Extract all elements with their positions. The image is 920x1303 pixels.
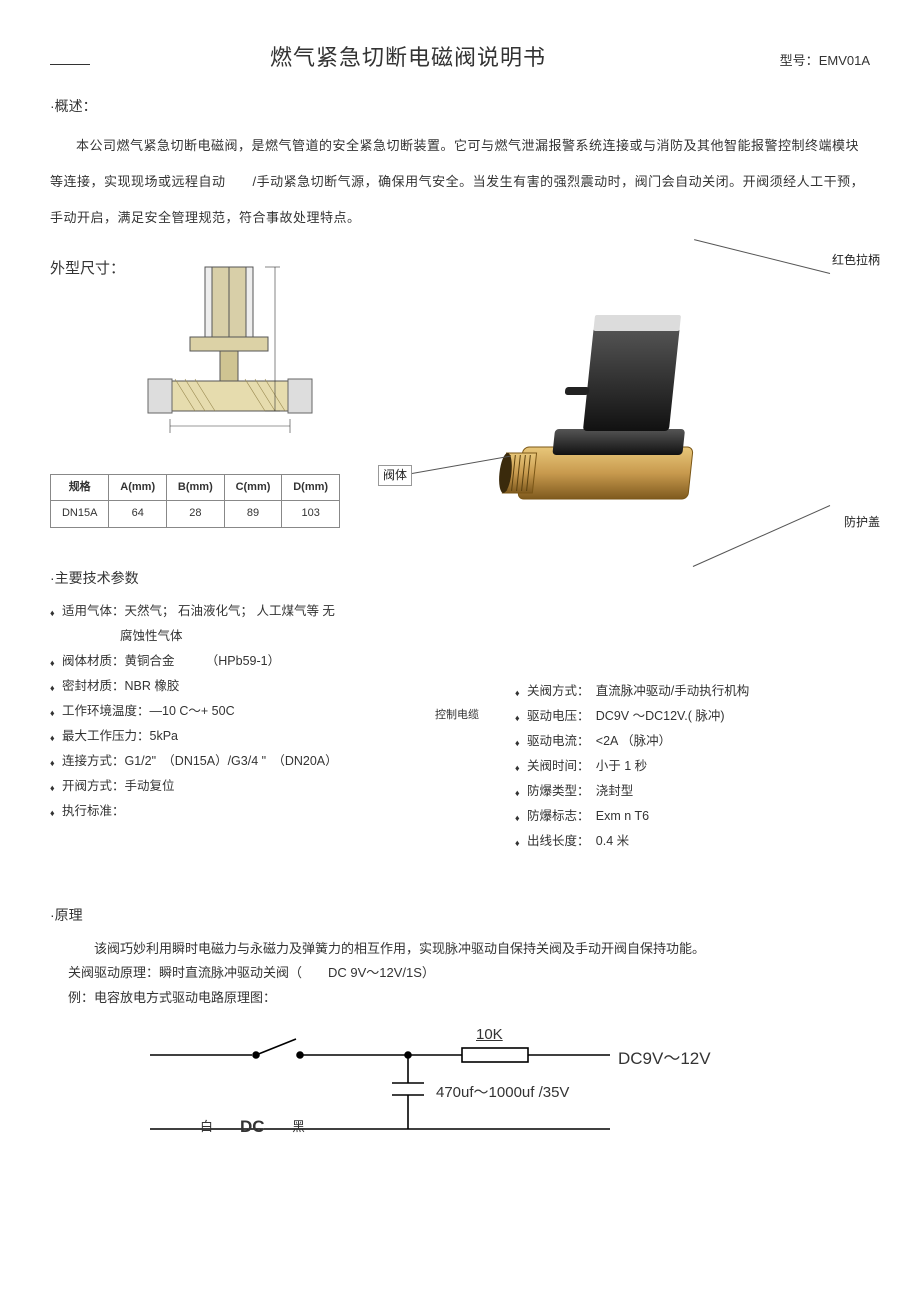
list-item: 阀体材质：黄铜合金 （HPb59-1）	[50, 649, 405, 674]
wire-white-label: 白	[200, 1117, 213, 1138]
param-value: DC9V ～DC12V.( 脉冲)	[596, 709, 725, 723]
list-item: 最大工作压力：5kPa	[50, 724, 405, 749]
param-label: 出线长度：	[527, 834, 583, 848]
overview-body: 本公司燃气紧急切断电磁阀，是燃气管道的安全紧急切断装置。它可与燃气泄漏报警系统连…	[50, 128, 870, 237]
callout-cover: 防护盖	[844, 513, 880, 532]
callout-line	[694, 239, 830, 274]
page-title: 燃气紧急切断电磁阀说明书	[180, 40, 780, 75]
model-number: 型号：EMV01A	[780, 51, 870, 72]
dc-label: DC	[240, 1113, 265, 1140]
params-right-list: 关阀方式： 直流脉冲驱动/手动执行机构 驱动电压： DC9V ～DC12V.( …	[515, 679, 870, 854]
params-left-list: 适用气体：天然气； 石油液化气； 人工煤气等 无 腐蚀性气体 阀体材质：黄铜合金…	[50, 599, 405, 824]
param-value: 0.4 米	[596, 834, 629, 848]
param-label: 关阀方式：	[527, 684, 583, 698]
params-heading: ·主要技术参数	[50, 567, 870, 589]
list-item: 驱动电流： <2A （脉冲）	[515, 729, 870, 754]
list-item: 腐蚀性气体	[50, 624, 405, 649]
td-d: 103	[282, 501, 340, 528]
param-value: 直流脉冲驱动/手动执行机构	[596, 684, 749, 698]
resistor-label: 10K	[476, 1023, 503, 1047]
th-d: D(mm)	[282, 474, 340, 501]
param-value: Exm n T6	[596, 809, 649, 823]
param-label: 驱动电压：	[527, 709, 583, 723]
param-label: 关阀时间：	[527, 759, 583, 773]
th-b: B(mm)	[167, 474, 225, 501]
table-row: DN15A 64 28 89 103	[51, 501, 340, 528]
callout-body: 阀体	[378, 465, 412, 486]
list-item: 适用气体：天然气； 石油液化气； 人工煤气等 无	[50, 599, 405, 624]
header: 燃气紧急切断电磁阀说明书 型号：EMV01A	[50, 40, 870, 75]
list-item: 出线长度： 0.4 米	[515, 829, 870, 854]
params-right-col: 关阀方式： 直流脉冲驱动/手动执行机构 驱动电压： DC9V ～DC12V.( …	[515, 679, 870, 854]
principle-p1: 该阀巧妙利用瞬时电磁力与永磁力及弹簧力的相互作用，实现脉冲驱动自保持关阀及手动开…	[68, 937, 870, 962]
dimensions-table: 规格 A(mm) B(mm) C(mm) D(mm) DN15A 64 28 8…	[50, 474, 340, 528]
voltage-label: DC9V～12V	[618, 1045, 711, 1072]
param-label: 防爆类型：	[527, 784, 583, 798]
list-item: 驱动电压： DC9V ～DC12V.( 脉冲)	[515, 704, 870, 729]
param-label: 防爆标志：	[527, 809, 583, 823]
list-item: 连接方式：G1/2" （DN15A）/G3/4 " （DN20A）	[50, 749, 405, 774]
param-value: 浇封型	[596, 784, 634, 798]
principle-p3: 例：电容放电方式驱动电路原理图：	[68, 986, 870, 1011]
principle-heading: ·原理	[50, 904, 870, 926]
list-item: 关阀时间： 小于 1 秒	[515, 754, 870, 779]
th-c: C(mm)	[224, 474, 282, 501]
principle-section: ·原理 该阀巧妙利用瞬时电磁力与永磁力及弹簧力的相互作用，实现脉冲驱动自保持关阀…	[50, 904, 870, 1134]
th-spec: 规格	[51, 474, 109, 501]
param-label: 驱动电流：	[527, 734, 583, 748]
circuit-diagram: 10K DC9V～12V 470uf～1000uf /35V 白 DC 黑	[140, 1025, 740, 1135]
callout-handle: 红色拉柄	[832, 251, 880, 270]
list-item: 防爆标志： Exm n T6	[515, 804, 870, 829]
params-left-col: 适用气体：天然气； 石油液化气； 人工煤气等 无 腐蚀性气体 阀体材质：黄铜合金…	[50, 599, 405, 854]
model-label: 型号：	[780, 53, 819, 68]
wire-black-label: 黑	[292, 1117, 305, 1138]
td-b: 28	[167, 501, 225, 528]
product-photo-icon	[480, 287, 750, 527]
mid-label: 控制电缆	[435, 707, 485, 725]
capacitor-label: 470uf～1000uf /35V	[436, 1081, 569, 1105]
header-underline	[50, 64, 90, 65]
td-spec: DN15A	[51, 501, 109, 528]
table-row: 规格 A(mm) B(mm) C(mm) D(mm)	[51, 474, 340, 501]
list-item: 开阀方式：手动复位	[50, 774, 405, 799]
list-item: 工作环境温度：—10 C～+ 50C	[50, 699, 405, 724]
model-value: EMV01A	[819, 53, 870, 68]
td-c: 89	[224, 501, 282, 528]
circuit-icon	[140, 1025, 740, 1135]
schematic-drawing-icon	[120, 261, 340, 461]
params-section: 适用气体：天然气； 石油液化气； 人工煤气等 无 腐蚀性气体 阀体材质：黄铜合金…	[50, 599, 870, 854]
principle-p2: 关阀驱动原理：瞬时直流脉冲驱动关阀（ DC 9V～12V/1S）	[68, 961, 870, 986]
list-item: 执行标准：	[50, 799, 405, 824]
product-photo-area: 红色拉柄 阀体 防护盖	[380, 257, 870, 537]
dimensions-left: 外型尺寸：	[50, 257, 350, 528]
td-a: 64	[109, 501, 167, 528]
th-a: A(mm)	[109, 474, 167, 501]
list-item: 关阀方式： 直流脉冲驱动/手动执行机构	[515, 679, 870, 704]
list-item: 防爆类型： 浇封型	[515, 779, 870, 804]
dimensions-heading: 外型尺寸：	[50, 257, 125, 281]
param-value: <2A （脉冲）	[596, 734, 671, 748]
dimensions-section: 外型尺寸：	[50, 257, 870, 537]
list-item: 密封材质：NBR 橡胶	[50, 674, 405, 699]
overview-heading: ·概述：	[50, 95, 870, 117]
param-value: 小于 1 秒	[596, 759, 647, 773]
